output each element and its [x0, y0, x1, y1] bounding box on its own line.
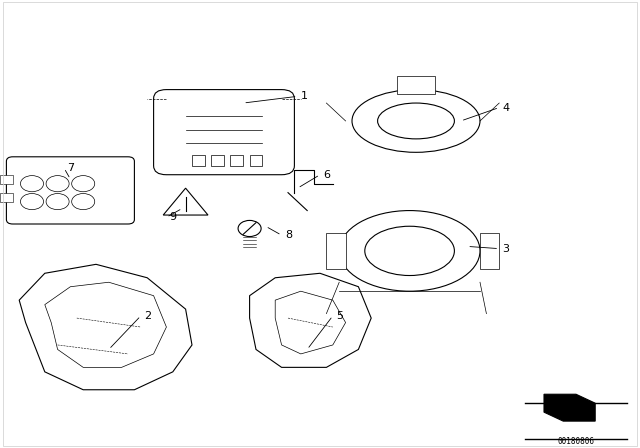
Bar	[0, 193, 13, 202]
Text: 9: 9	[170, 212, 177, 222]
Ellipse shape	[339, 211, 480, 291]
FancyBboxPatch shape	[6, 157, 134, 224]
Text: 1: 1	[301, 91, 308, 101]
Polygon shape	[544, 394, 595, 421]
Ellipse shape	[378, 103, 454, 139]
Ellipse shape	[352, 90, 480, 152]
Ellipse shape	[365, 226, 454, 276]
Text: 7: 7	[67, 163, 74, 173]
Text: 5: 5	[336, 311, 343, 321]
Bar	[211, 155, 224, 166]
Bar	[250, 155, 262, 166]
Polygon shape	[19, 264, 192, 390]
Text: 8: 8	[285, 230, 292, 240]
Text: 2: 2	[144, 311, 151, 321]
Polygon shape	[250, 273, 371, 367]
Bar	[192, 155, 205, 166]
Bar	[0, 175, 13, 184]
Bar	[326, 233, 346, 269]
Polygon shape	[163, 188, 208, 215]
Bar	[480, 233, 499, 269]
Text: 4: 4	[502, 103, 509, 112]
Bar	[397, 76, 435, 94]
Circle shape	[238, 220, 261, 237]
Text: 6: 6	[323, 170, 330, 180]
Text: 3: 3	[502, 244, 509, 254]
FancyBboxPatch shape	[154, 90, 294, 175]
Bar	[230, 155, 243, 166]
Text: 00180806: 00180806	[557, 437, 595, 446]
